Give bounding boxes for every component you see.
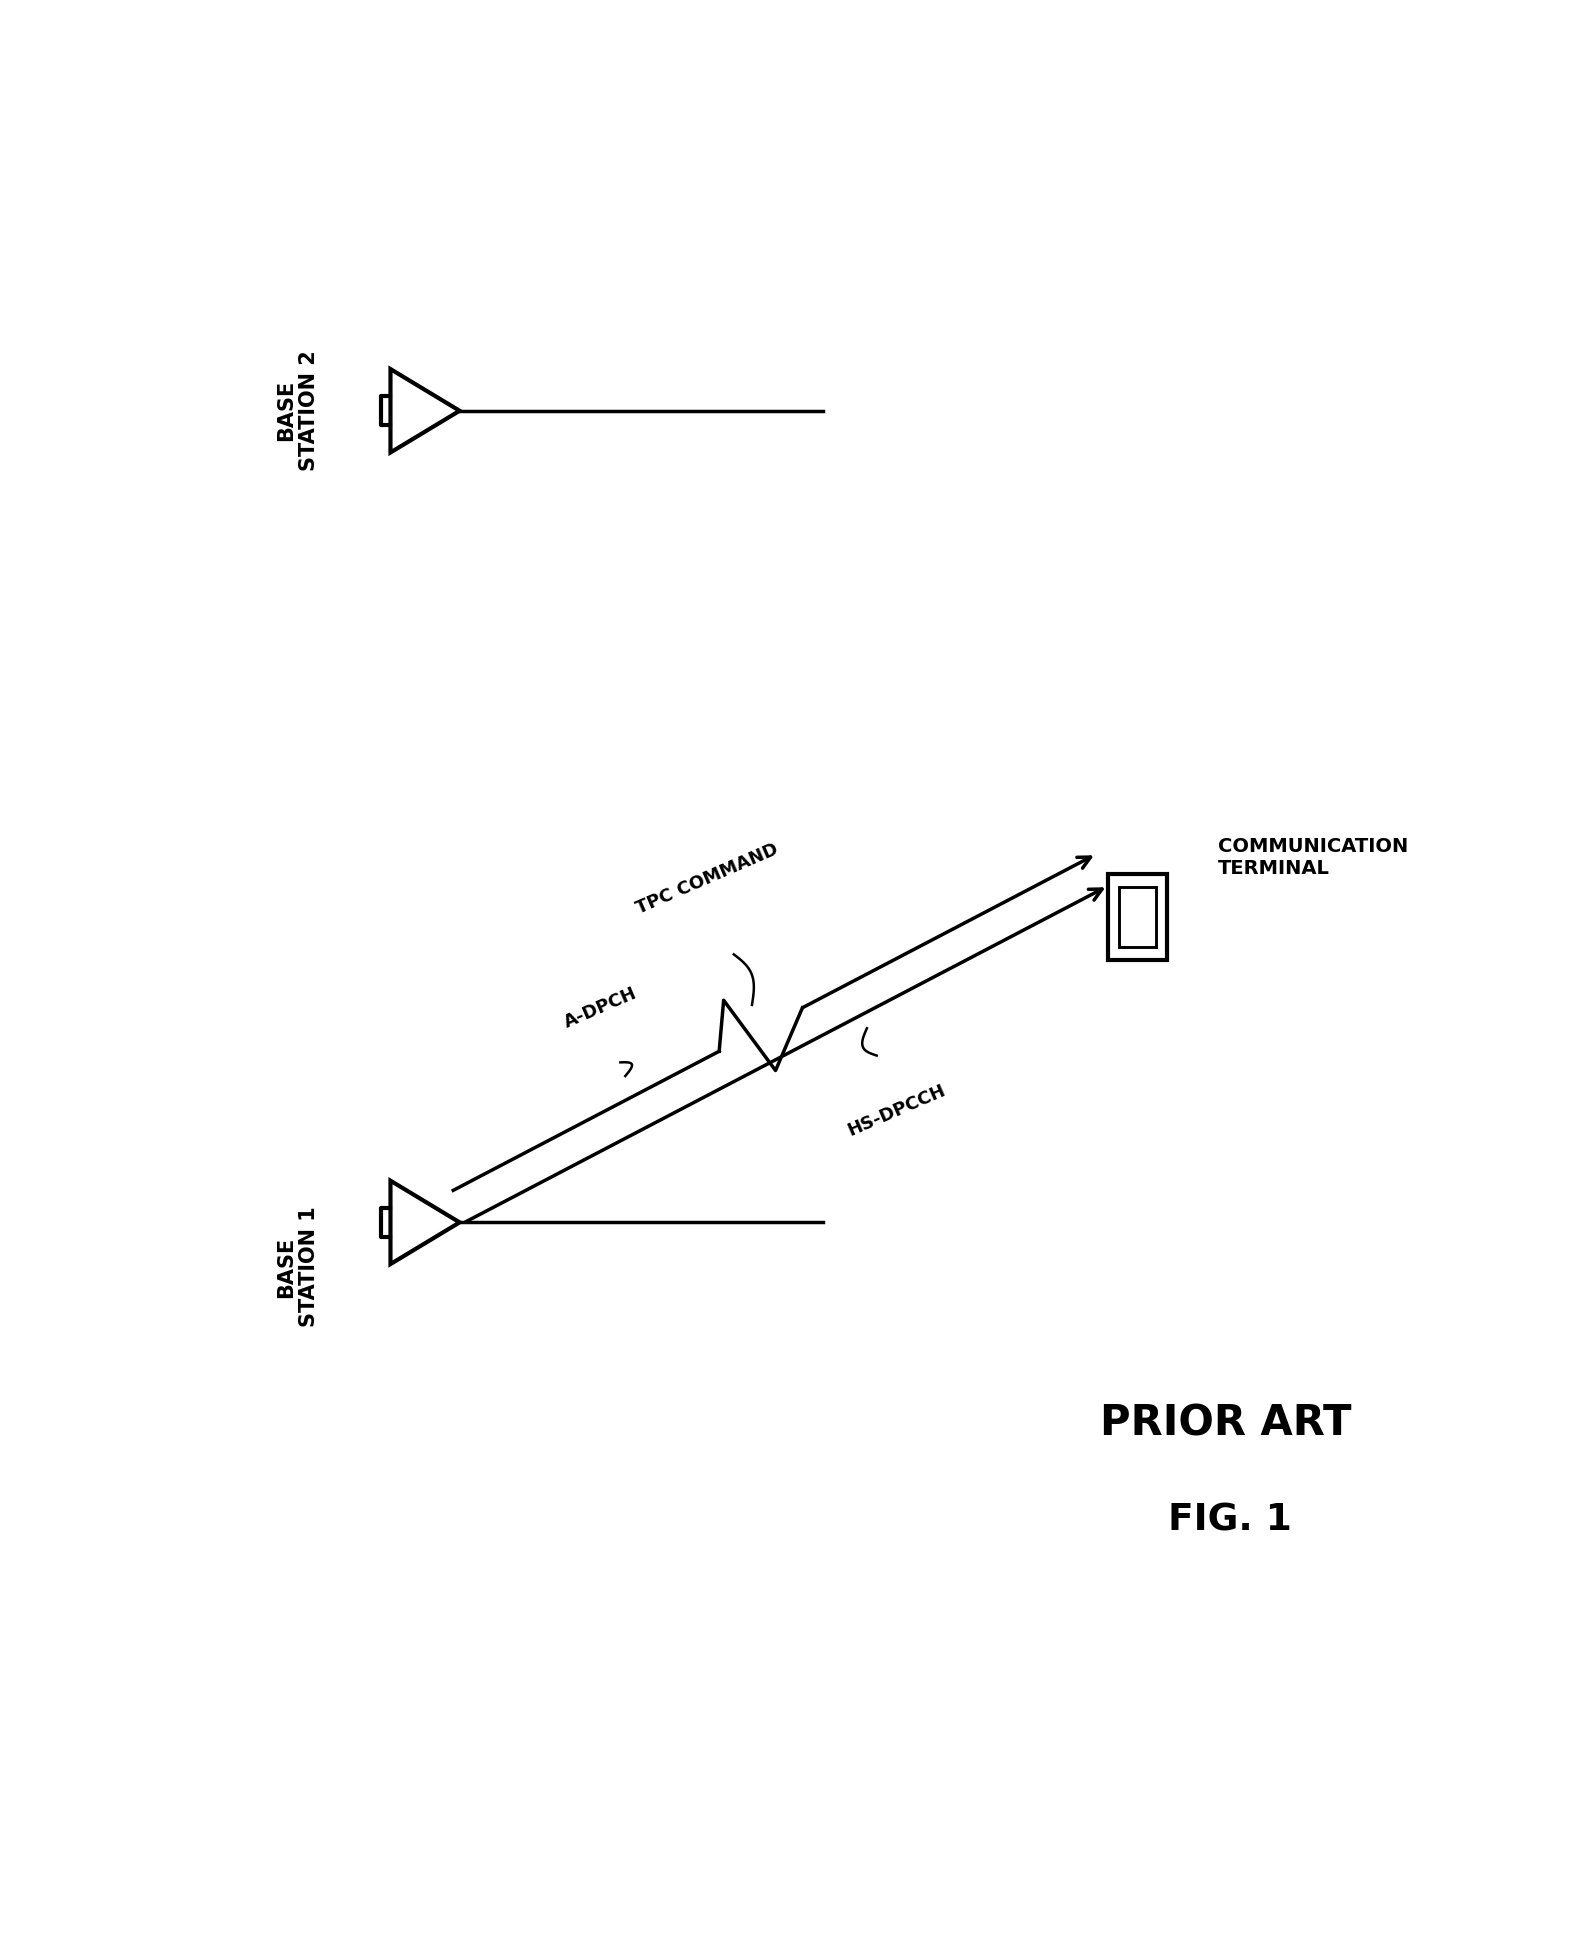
Text: COMMUNICATION
TERMINAL: COMMUNICATION TERMINAL [1217, 837, 1408, 878]
Text: A-DPCH: A-DPCH [561, 984, 640, 1031]
Text: BASE
STATION 1: BASE STATION 1 [276, 1207, 320, 1327]
Text: PRIOR ART: PRIOR ART [1101, 1402, 1352, 1445]
Bar [1107, 874, 1168, 961]
Text: FIG. 1: FIG. 1 [1168, 1503, 1292, 1538]
Bar [1118, 888, 1157, 948]
Text: BASE
STATION 2: BASE STATION 2 [276, 350, 320, 472]
Text: TPC COMMAND: TPC COMMAND [632, 841, 781, 919]
Text: HS-DPCCH: HS-DPCCH [844, 1081, 948, 1139]
